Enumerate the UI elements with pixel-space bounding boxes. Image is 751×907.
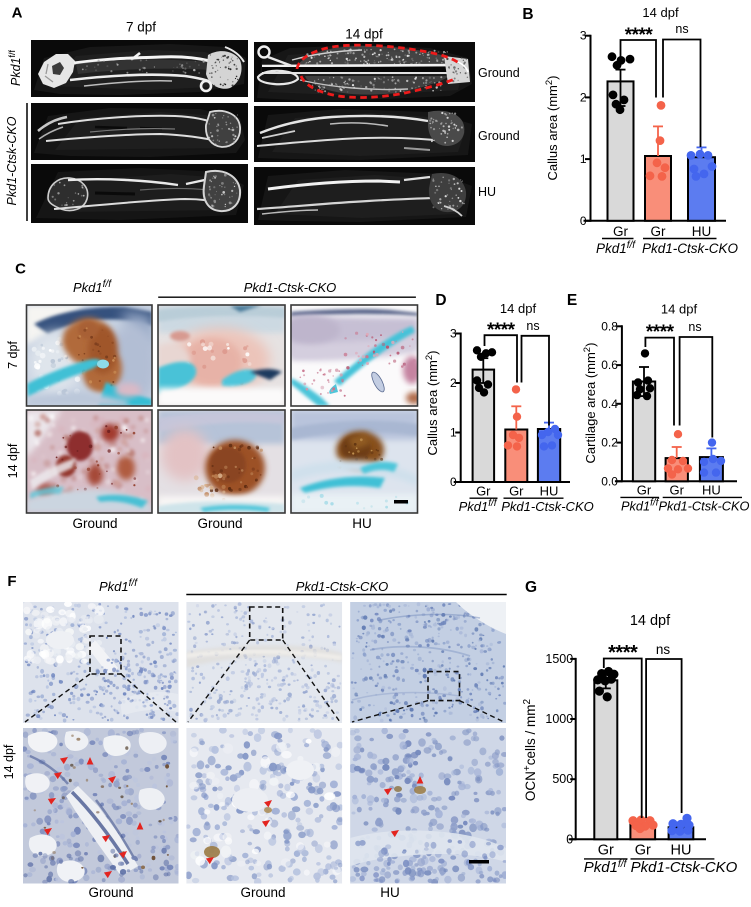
svg-text:0.0: 0.0 — [601, 474, 618, 488]
svg-text:14 dpf: 14 dpf — [345, 27, 383, 42]
svg-text:HU: HU — [702, 483, 721, 498]
svg-text:****: **** — [608, 642, 638, 664]
svg-text:1000: 1000 — [545, 712, 573, 726]
svg-text:2: 2 — [450, 376, 457, 390]
svg-text:Gr: Gr — [635, 843, 651, 859]
svg-text:Cartilage area (mm2): Cartilage area (mm2) — [582, 343, 598, 464]
svg-text:OCN+cells / mm2: OCN+cells / mm2 — [522, 698, 538, 801]
svg-text:HU: HU — [380, 885, 400, 900]
svg-text:Gr: Gr — [598, 843, 614, 859]
svg-text:D: D — [435, 292, 446, 309]
svg-text:Pkd1-Ctsk-CKO: Pkd1-Ctsk-CKO — [642, 241, 739, 256]
svg-text:ns: ns — [675, 22, 688, 36]
svg-text:B: B — [522, 6, 533, 23]
svg-text:Gr: Gr — [669, 483, 684, 498]
svg-text:HU: HU — [478, 185, 496, 199]
svg-text:14 dpf: 14 dpf — [6, 443, 20, 478]
svg-text:Pkd1f/f: Pkd1f/f — [584, 859, 628, 876]
svg-text:HU: HU — [352, 516, 372, 531]
svg-text:HU: HU — [540, 484, 559, 499]
svg-text:1: 1 — [580, 152, 587, 166]
svg-text:E: E — [567, 292, 577, 309]
svg-text:Gr: Gr — [637, 483, 652, 498]
svg-text:ns: ns — [688, 320, 701, 334]
svg-text:14 dpf: 14 dpf — [642, 5, 679, 20]
svg-text:Ground: Ground — [88, 885, 133, 900]
svg-text:ns: ns — [656, 642, 671, 657]
svg-text:14 dpf: 14 dpf — [500, 301, 537, 316]
svg-text:1500: 1500 — [545, 652, 573, 666]
svg-text:Pkd1-Ctsk-CKO: Pkd1-Ctsk-CKO — [501, 499, 593, 514]
svg-text:7 dpf: 7 dpf — [6, 341, 20, 369]
svg-text:Ground: Ground — [478, 129, 520, 143]
svg-text:14 dpf: 14 dpf — [630, 613, 671, 629]
svg-text:Gr: Gr — [613, 224, 629, 239]
svg-text:0.2: 0.2 — [601, 436, 618, 450]
svg-text:2: 2 — [580, 90, 587, 104]
svg-text:Pkd1-Ctsk-CKO: Pkd1-Ctsk-CKO — [631, 859, 738, 876]
svg-text:Pkd1f/f: Pkd1f/f — [7, 50, 23, 87]
svg-text:Ground: Ground — [197, 516, 242, 531]
svg-text:Pkd1f/f: Pkd1f/f — [73, 279, 112, 295]
svg-text:0: 0 — [580, 214, 587, 228]
svg-text:Pkd1-Ctsk-CKO: Pkd1-Ctsk-CKO — [296, 579, 388, 594]
svg-text:Callus area (mm2): Callus area (mm2) — [424, 351, 440, 456]
svg-text:F: F — [7, 573, 16, 590]
svg-text:C: C — [15, 261, 26, 278]
svg-text:Gr: Gr — [476, 484, 491, 499]
svg-text:HU: HU — [692, 224, 712, 239]
svg-text:500: 500 — [552, 772, 573, 786]
svg-text:Pkd1-Ctsk-CKO: Pkd1-Ctsk-CKO — [658, 499, 749, 514]
svg-text:A: A — [12, 5, 23, 22]
svg-text:3: 3 — [580, 29, 587, 43]
svg-text:ns: ns — [526, 319, 539, 333]
svg-text:Ground: Ground — [478, 66, 520, 80]
svg-text:****: **** — [487, 320, 516, 341]
svg-text:Pkd1f/f: Pkd1f/f — [459, 498, 498, 514]
svg-text:Pkd1f/f: Pkd1f/f — [99, 578, 138, 594]
svg-text:0.4: 0.4 — [601, 397, 618, 411]
svg-text:Pkd1f/f: Pkd1f/f — [596, 240, 636, 256]
svg-text:1: 1 — [450, 426, 457, 440]
svg-text:Gr: Gr — [509, 484, 524, 499]
svg-text:0: 0 — [450, 475, 457, 489]
svg-text:Pkd1-Ctsk-CKO: Pkd1-Ctsk-CKO — [244, 280, 336, 295]
svg-text:Callus area (mm2): Callus area (mm2) — [544, 76, 560, 181]
svg-text:****: **** — [646, 322, 675, 343]
svg-text:0.8: 0.8 — [601, 319, 618, 333]
svg-text:Ground: Ground — [240, 885, 285, 900]
svg-text:G: G — [525, 579, 537, 596]
svg-text:Pkd1f/f: Pkd1f/f — [621, 498, 660, 514]
svg-text:3: 3 — [450, 327, 457, 341]
svg-text:0.6: 0.6 — [601, 358, 618, 372]
svg-text:Gr: Gr — [651, 224, 667, 239]
svg-text:Pkd1-Ctsk-CKO: Pkd1-Ctsk-CKO — [5, 116, 19, 205]
svg-text:14 dpf: 14 dpf — [2, 744, 16, 779]
svg-text:****: **** — [625, 25, 654, 46]
svg-text:0: 0 — [566, 832, 573, 846]
svg-text:14 dpf: 14 dpf — [661, 302, 698, 317]
svg-text:7 dpf: 7 dpf — [126, 20, 156, 35]
svg-text:HU: HU — [671, 843, 692, 859]
svg-text:Ground: Ground — [72, 516, 117, 531]
